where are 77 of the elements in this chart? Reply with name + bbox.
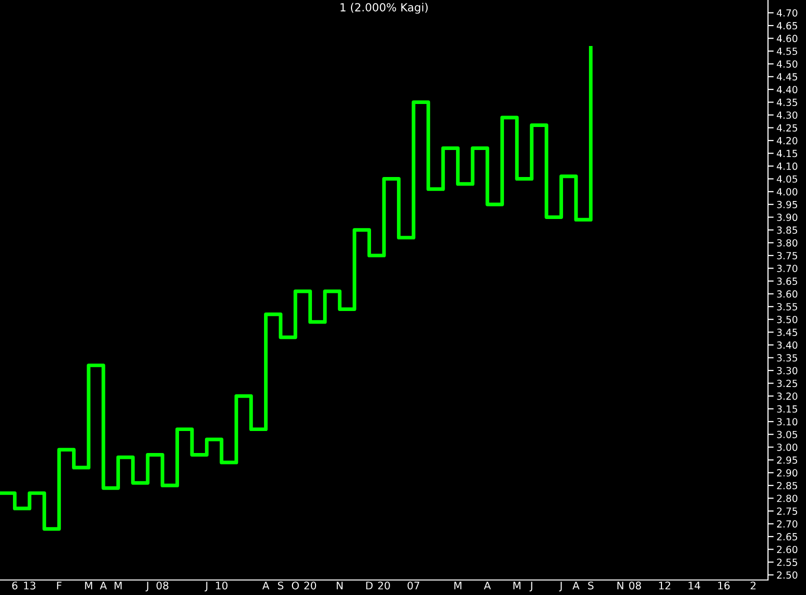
x-tick-label: M [114,582,122,590]
y-tick-label: 2.80 [777,494,798,502]
y-tick-label: 3.85 [777,226,798,234]
y-tick-label: 4.55 [776,48,798,55]
x-tick-label: 2 [750,582,756,590]
y-tick-label: 3.95 [777,200,798,208]
x-tick-label: 10 [216,582,228,590]
y-tick-label: 4.10 [776,162,798,170]
y-tick-label: 3.40 [777,341,798,349]
x-tick-label: J [204,582,208,592]
y-tick-label: 4.45 [776,73,798,80]
y-tick-label: 3.60 [777,290,798,298]
y-tick-label: 4.20 [776,137,798,144]
x-tick-label: N [336,582,343,590]
x-tick-label: J [146,582,148,592]
y-tick-label: 2.50 [777,571,798,579]
x-tick-label: J [559,582,562,592]
y-tick-label: 2.85 [777,482,798,490]
y-tick-label: 4.60 [776,34,798,42]
y-tick-label: 3.50 [777,316,798,324]
x-tick-label: A [262,582,270,590]
x-tick-label: O [292,582,299,590]
x-tick-label: N [617,582,624,590]
y-tick-label: 3.15 [777,405,798,413]
y-tick-label: 3.55 [777,303,798,310]
y-tick-label: 2.70 [777,520,798,528]
x-tick-label: D [366,582,373,590]
x-tick-label: A [572,582,580,590]
y-tick-label: 2.60 [777,546,798,554]
y-tick-label: 3.35 [777,354,798,362]
x-tick-label: 13 [24,582,36,590]
x-tick-label: 16 [718,582,730,590]
x-tick-label: M [454,582,462,590]
y-tick-label: 4.65 [776,22,798,30]
x-tick-label: 08 [629,582,641,590]
y-tick-label: 2.95 [777,456,798,464]
y-tick-label: 3.45 [777,328,798,336]
x-tick-label: J [530,582,532,592]
x-tick-label: 20 [378,582,390,590]
y-tick-label: 4.50 [776,60,798,68]
x-tick-label: M [85,582,92,590]
x-tick-label: 6 [12,582,18,590]
x-tick-label: A [100,582,107,590]
x-tick-label: 12 [659,582,670,590]
y-tick-label: 4.70 [776,9,798,17]
y-tick-label: 3.80 [777,239,798,247]
x-tick-label: 14 [688,582,700,590]
y-tick-label: 2.90 [777,469,798,477]
y-tick-label: 4.05 [776,175,798,183]
y-tick-label: 4.25 [776,124,798,132]
x-tick-label: S [588,582,594,590]
x-tick-label: F [57,582,62,590]
y-tick-label: 4.00 [776,188,798,196]
x-tick-label: 07 [408,582,420,590]
y-tick-label: 2.75 [777,507,798,515]
y-tick-label: 3.65 [777,278,798,285]
y-tick-label: 3.00 [777,444,798,451]
y-tick-label: 3.70 [777,264,798,272]
x-tick-label: A [484,582,491,590]
y-tick-label: 4.40 [776,86,798,94]
y-tick-label: 3.25 [777,380,798,388]
x-tick-label: 08 [156,582,168,590]
y-tick-label: 4.30 [776,111,798,119]
x-tick-label: M [513,582,520,590]
x-tick-label: 20 [304,582,316,590]
x-tick-label: S [278,582,284,590]
y-tick-label: 4.15 [776,150,798,158]
y-tick-label: 3.30 [777,366,798,374]
chart-title: 1 (2.000% Kagi) [340,2,428,14]
y-tick-label: 3.05 [777,430,798,438]
y-tick-label: 3.75 [777,252,798,260]
y-tick-label: 2.55 [777,558,798,566]
y-tick-label: 2.65 [777,533,798,540]
y-tick-label: 3.10 [777,418,798,426]
y-tick-label: 4.35 [776,98,798,106]
y-tick-label: 3.90 [777,214,798,222]
y-tick-label: 3.20 [777,392,798,400]
